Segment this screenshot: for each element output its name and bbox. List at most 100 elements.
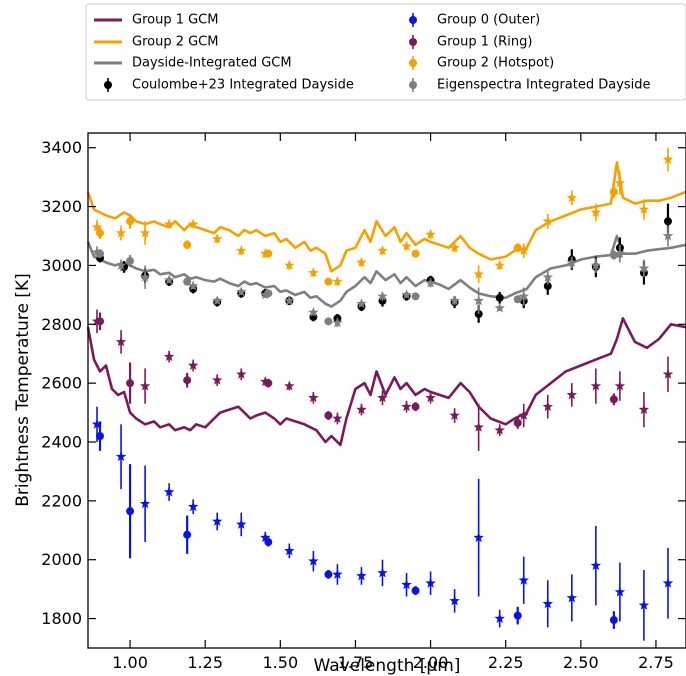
star-point-group-1-ring- [187,359,199,370]
circle-point-eigenspectra-integrated-dayside [264,289,273,298]
legend-swatch-group-0-outer- [409,16,417,24]
line-group-1-gcm [86,317,686,447]
star-point-group-2-hotspot- [425,229,436,239]
circle-point-group-2-hotspot- [324,277,333,286]
x-tick-label: 1.75 [338,653,374,672]
star-point-group-1-ring- [163,351,175,362]
circle-point-group-0-outer- [411,586,420,595]
star-point-group-1-ring- [542,401,553,412]
circle-point-eigenspectra-integrated-dayside [96,249,105,258]
star-point-group-2-hotspot- [115,227,127,238]
circle-point-group-1-ring- [183,376,192,385]
x-axis: 1.00 1.25 1.50 1.75 2.00 2.25 2.50 2.75 [112,133,674,672]
star-point-group-0-outer- [187,501,199,512]
circle-point-group-1-ring- [126,379,135,388]
star-point-group-1-ring- [518,410,529,420]
legend-label-group-1-gcm: Group 1 GCM [132,13,218,28]
star-point-eigenspectra-integrated-dayside [139,271,151,282]
star-point-group-2-hotspot- [566,192,578,203]
circle-point-eigenspectra-integrated-dayside [324,317,333,326]
circle-point-group-2-hotspot- [411,249,420,258]
legend-label-dayside-integrated-gcm: Dayside-Integrated GCM [132,56,292,71]
star-point-eigenspectra-integrated-dayside [187,280,199,291]
star-point-group-1-ring- [284,380,295,391]
star-point-eigenspectra-integrated-dayside [425,277,436,288]
star-point-group-2-hotspot- [518,245,529,256]
star-point-eigenspectra-integrated-dayside [332,317,343,328]
star-point-group-2-hotspot- [308,267,319,278]
circle-point-coulombe-23-integrated-dayside [663,217,672,226]
star-point-group-1-ring- [115,336,127,347]
y-tick-label: 2600 [41,374,82,393]
star-point-eigenspectra-integrated-dayside [401,289,412,300]
circle-point-group-2-hotspot- [126,217,135,226]
star-point-group-1-ring- [449,410,460,420]
circle-point-group-2-hotspot- [183,240,192,249]
y-tick-label: 1800 [41,609,82,628]
y-tick-label: 2000 [41,550,82,569]
star-point-eigenspectra-integrated-dayside [356,298,367,309]
star-point-group-1-ring- [566,389,578,400]
x-tick-label: 2.50 [563,653,599,672]
star-point-group-0-outer- [308,555,319,566]
circle-point-eigenspectra-integrated-dayside [183,277,192,286]
circle-point-group-1-ring- [513,418,522,427]
x-tick-label: 2.00 [413,653,449,672]
y-tick-label: 3200 [41,197,82,216]
legend-label-eigenspectra-integrated-dayside: Eigenspectra Integrated Dayside [437,78,651,93]
star-point-group-1-ring- [236,368,247,379]
star-point-group-2-hotspot- [163,218,175,229]
circle-point-group-0-outer- [96,432,105,441]
star-point-eigenspectra-integrated-dayside [211,295,223,306]
star-point-group-1-ring- [356,404,367,415]
plot-frame [87,132,686,649]
star-point-group-2-hotspot- [139,227,151,238]
circle-point-eigenspectra-integrated-dayside [609,251,618,260]
circle-point-group-0-outer- [264,538,273,547]
y-tick-label: 2400 [41,433,82,452]
circle-point-group-1-ring- [96,317,105,326]
legend-swatch-group-2-hotspot- [409,59,417,67]
star-point-group-0-outer- [473,532,484,543]
star-point-eigenspectra-integrated-dayside [494,302,505,313]
star-point-group-1-ring- [662,368,674,379]
star-point-group-1-ring- [401,401,412,412]
star-point-group-0-outer- [638,599,650,610]
star-point-eigenspectra-integrated-dayside [542,271,553,282]
legend-swatch-group-1-ring- [409,38,417,46]
star-point-group-1-ring- [211,374,223,385]
legend-label-group-0-outer-: Group 0 (Outer) [437,13,540,28]
star-point-group-2-hotspot- [590,206,602,217]
star-point-eigenspectra-integrated-dayside [566,256,578,267]
star-point-group-0-outer- [590,560,602,571]
legend-box [85,3,686,101]
plot-area [86,147,686,641]
star-point-eigenspectra-integrated-dayside [163,274,175,285]
star-point-group-0-outer- [236,518,247,529]
star-point-group-2-hotspot- [473,268,484,279]
star-point-group-1-ring- [425,392,436,403]
star-point-eigenspectra-integrated-dayside [662,230,674,241]
star-point-group-0-outer- [356,570,367,581]
circle-point-eigenspectra-integrated-dayside [513,295,522,304]
star-point-eigenspectra-integrated-dayside [590,259,602,270]
x-axis-title: Wavelength [μm] [314,656,461,676]
star-point-group-1-ring- [473,421,484,432]
circle-point-coulombe-23-integrated-dayside [495,293,504,302]
x-tick-label: 2.25 [488,653,524,672]
star-point-eigenspectra-integrated-dayside [473,295,484,306]
circle-point-group-1-ring- [411,402,420,411]
star-point-group-2-hotspot- [236,245,247,256]
x-tick-label: 1.50 [263,653,299,672]
circle-point-group-0-outer- [513,611,522,620]
star-point-group-2-hotspot- [284,259,295,270]
circle-point-coulombe-23-integrated-dayside [543,282,552,291]
star-point-group-2-hotspot- [542,215,553,226]
circle-point-group-1-ring- [264,379,273,388]
circle-point-group-0-outer- [609,616,618,625]
y-tick-label: 2200 [41,491,82,510]
star-point-group-2-hotspot- [356,256,367,267]
circle-point-group-2-hotspot- [264,249,273,258]
circle-point-eigenspectra-integrated-dayside [126,257,135,266]
star-point-group-0-outer- [91,418,103,429]
